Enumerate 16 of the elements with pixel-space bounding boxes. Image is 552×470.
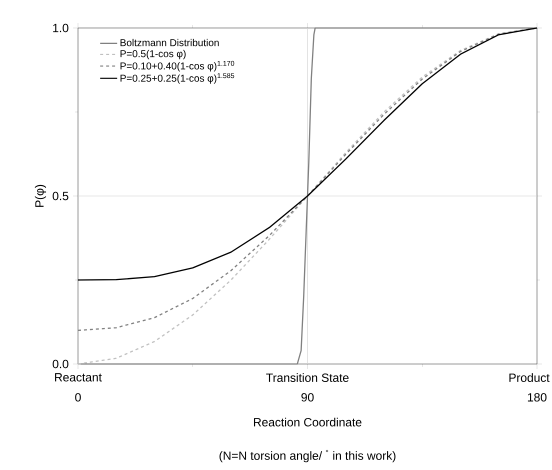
y-tick-label: 1.0 bbox=[53, 24, 68, 32]
text: Reactant bbox=[55, 373, 102, 382]
x-tick-label: 90 bbox=[301, 393, 314, 402]
legend-label: P=0.5(1-cos φ) bbox=[120, 50, 186, 60]
x-tick-label: 0 bbox=[75, 393, 81, 402]
x-axis-title: Reaction Coordinate bbox=[254, 418, 362, 426]
legend-label: P=0.25+0.25(1-cos φ)$^{1.585}$ bbox=[120, 73, 234, 84]
x-tick-label: 180 bbox=[528, 393, 547, 402]
legend-label: Boltzmann Distribution bbox=[120, 38, 219, 46]
y-axis-title: P(φ) bbox=[34, 184, 46, 207]
y-tick-label: 0.0 bbox=[52, 360, 68, 368]
text: Product bbox=[509, 373, 550, 382]
text: Transition State bbox=[266, 373, 349, 382]
y-tick-label: 0.5 bbox=[52, 192, 68, 200]
legend-label: P=0.10+0.40(1-cos φ)$^{1.170}$ bbox=[120, 60, 234, 72]
text: (N=N torsion angle/ $^{°}$ in this work) bbox=[220, 450, 396, 462]
